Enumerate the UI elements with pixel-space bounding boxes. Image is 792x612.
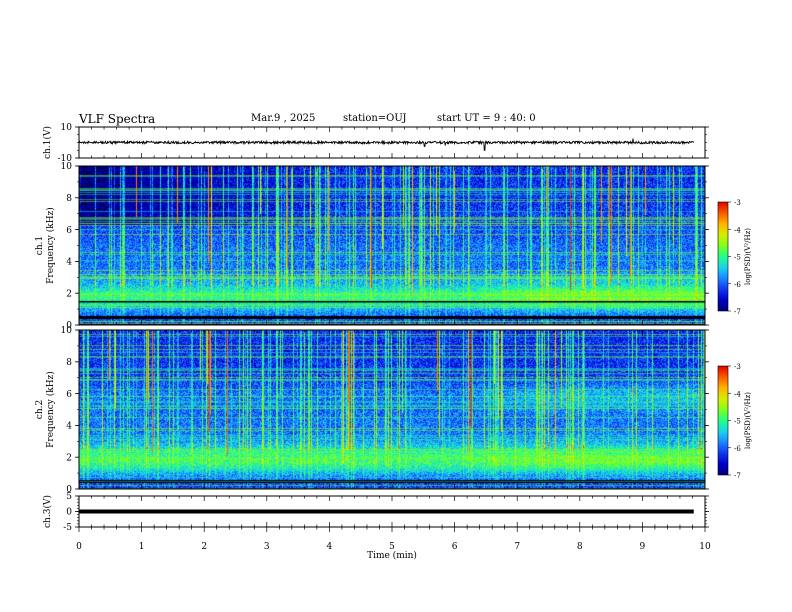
- chart-title: VLF Spectra: [79, 112, 156, 126]
- ch2_spectrogram-ylabel-channel: ch.2: [35, 400, 45, 419]
- y-tick-label: 8: [66, 358, 72, 368]
- ch1_spectrogram-image: [79, 166, 705, 325]
- colorbar-label: log(PSD)(V²/Hz): [744, 228, 752, 285]
- station-label: station=OUJ: [343, 113, 407, 124]
- colorbar-2: [717, 365, 729, 476]
- x-tick-label: 2: [201, 542, 207, 552]
- y-tick-label: 4: [66, 422, 72, 432]
- y-tick-label: 6: [66, 226, 72, 236]
- ch2_spectrogram-image: [79, 330, 705, 489]
- colorbar-tick-label: -5: [734, 254, 741, 262]
- date-label: Mar.9 , 2025: [251, 113, 316, 124]
- y-tick-label: 0: [66, 508, 72, 518]
- x-tick-label: 10: [699, 542, 711, 552]
- x-tick-label: 0: [76, 542, 82, 552]
- y-tick-label: 8: [66, 194, 72, 204]
- colorbar-tick-label: -7: [734, 472, 741, 480]
- colorbar-tick-label: -6: [734, 445, 741, 453]
- x-tick-label: 8: [577, 542, 583, 552]
- ch1_spectrogram-ylabel-channel: ch.1: [35, 236, 45, 255]
- x-tick-label: 7: [514, 542, 520, 552]
- x-tick-label: 3: [264, 542, 270, 552]
- y-tick-label: 4: [66, 258, 72, 268]
- colorbar-tick-label: -7: [734, 308, 741, 316]
- colorbar-tick-label: -3: [734, 363, 741, 371]
- y-tick-label: -10: [58, 154, 73, 164]
- y-tick-label: 0: [66, 321, 72, 331]
- ch1-waveform-trace: [78, 138, 694, 151]
- y-tick-label: 5: [66, 492, 72, 502]
- ch2_spectrogram-ylabel: Frequency (kHz): [45, 371, 56, 448]
- x-tick-label: 4: [327, 542, 333, 552]
- colorbar-1: [717, 201, 729, 312]
- y-tick-label: 6: [66, 390, 72, 400]
- colorbar-tick-label: -4: [734, 390, 741, 398]
- y-tick-label: 10: [61, 326, 73, 336]
- y-tick-label: -5: [63, 523, 72, 533]
- colorbar-label: log(PSD)(V²/Hz): [744, 392, 752, 449]
- y-tick-label: 0: [66, 485, 72, 495]
- x-tick-label: 1: [139, 542, 145, 552]
- ch3_waveform-ylabel: ch.3(V): [42, 495, 53, 528]
- ch1_spectrogram-ylabel: Frequency (kHz): [45, 207, 56, 284]
- x-axis-label: Time (min): [367, 550, 417, 561]
- colorbar-tick-label: -4: [734, 226, 741, 234]
- y-tick-label: 10: [61, 123, 73, 133]
- colorbar-tick-label: -5: [734, 418, 741, 426]
- colorbar-tick-label: -6: [734, 281, 741, 289]
- x-tick-label: 9: [640, 542, 646, 552]
- x-tick-label: 5: [389, 542, 395, 552]
- y-tick-label: 2: [66, 289, 72, 299]
- ch1_waveform-ylabel: ch.1(V): [42, 126, 53, 159]
- x-tick-label: 6: [452, 542, 458, 552]
- y-tick-label: 10: [61, 162, 73, 172]
- colorbar-tick-label: -3: [734, 199, 741, 207]
- start-ut-label: start UT = 9 : 40: 0: [437, 113, 536, 124]
- y-tick-label: 2: [66, 453, 72, 463]
